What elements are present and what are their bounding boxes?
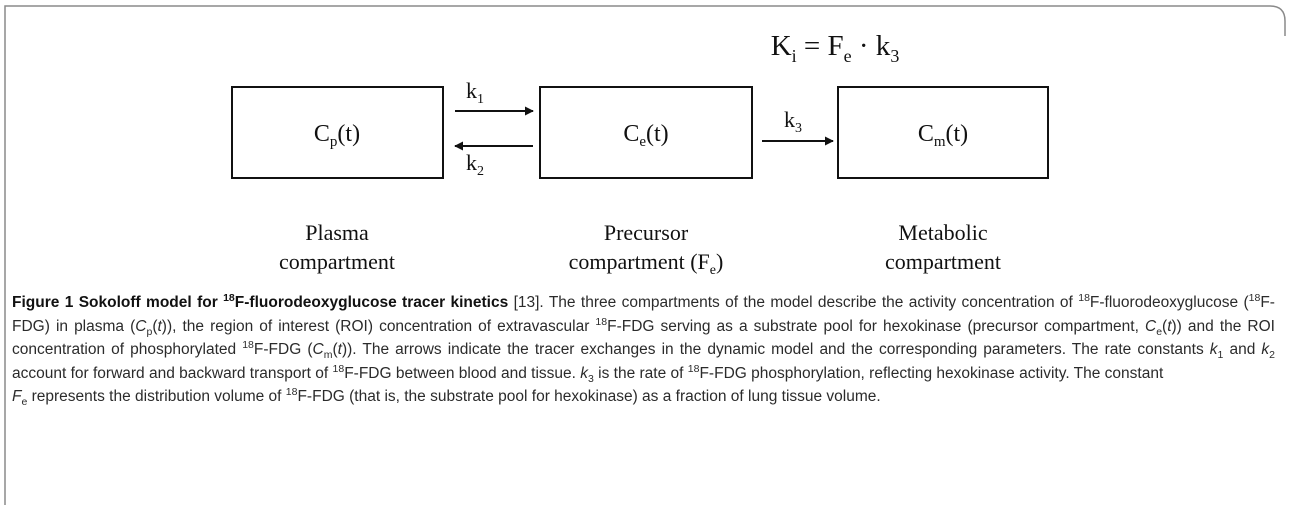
text: )). The arrows indicate the tracer excha…	[341, 341, 1210, 359]
text: C	[135, 317, 147, 335]
caption-title: Figure 1 Sokoloff model for 18F-fluorode…	[12, 291, 509, 311]
plasma-box	[231, 86, 444, 179]
text: 2	[1269, 349, 1275, 362]
text: 18	[595, 315, 608, 328]
text: )), the region of interest (ROI) concent…	[161, 317, 596, 335]
text: 18	[1078, 291, 1090, 304]
text: 2	[477, 164, 484, 179]
text: (	[332, 341, 338, 359]
compartment-label: Metabolic	[898, 220, 987, 245]
text: Figure 1 Sokoloff model for	[12, 294, 224, 311]
text: 18	[223, 291, 235, 304]
text: e	[1156, 325, 1163, 338]
text: [13]. The three compartments of the mode…	[508, 294, 1079, 311]
compartment-label: compartment	[885, 249, 1001, 274]
text: e	[21, 396, 28, 409]
text: compartment (F	[569, 249, 710, 274]
box-label: Cp(t)	[314, 121, 360, 150]
text: F-FDG phosphorylation, reflecting hexoki…	[699, 364, 1164, 382]
text: (t)	[946, 121, 969, 147]
text: · k	[852, 30, 891, 62]
figure-caption: Figure 1 Sokoloff model for 18F-fluorode…	[12, 291, 1275, 409]
text: k	[466, 150, 477, 175]
text: F-FDG serving as a substrate pool for he…	[607, 317, 1145, 335]
text: C	[918, 121, 934, 147]
text: k	[466, 78, 477, 103]
text: 18	[1248, 291, 1261, 304]
text: F-FDG between blood and tissue.	[344, 364, 581, 382]
text: 3	[795, 121, 802, 136]
text: F-fluorodeoxyglucose tracer kinetics	[234, 294, 509, 311]
text: C	[312, 341, 324, 359]
precursor-box	[539, 86, 753, 179]
text: account for forward and backward transpo…	[12, 364, 333, 382]
text: and	[1223, 341, 1262, 359]
text: t	[1167, 317, 1172, 335]
text: 1	[1217, 349, 1224, 362]
text: e	[710, 263, 716, 278]
text: t	[337, 341, 342, 359]
text: C	[1144, 317, 1157, 335]
text: e	[844, 46, 852, 66]
box-label: Ce(t)	[623, 121, 668, 150]
text: F-fluorodeoxyglucose (	[1089, 294, 1249, 311]
box-label: Cm(t)	[918, 121, 968, 150]
text: 18	[687, 362, 700, 375]
text: (	[152, 317, 158, 335]
text: C	[314, 121, 330, 147]
text: m	[934, 134, 946, 150]
rate-label: k1	[466, 78, 484, 107]
text: p	[330, 134, 338, 150]
text: 1	[477, 92, 484, 107]
text: represents the distribution volume of	[27, 388, 286, 406]
compartment-label: Precursor	[604, 220, 689, 245]
text: 18	[332, 362, 345, 375]
text: F	[12, 388, 22, 406]
text: C	[623, 121, 639, 147]
text: e	[639, 134, 646, 150]
text: 3	[588, 372, 594, 385]
compartment-label: compartment (Fe)	[569, 249, 724, 278]
text: )	[716, 249, 723, 274]
text: k	[1261, 341, 1270, 359]
text: k	[1209, 341, 1218, 359]
compartment-label: compartment	[279, 249, 395, 274]
text: p	[146, 325, 153, 338]
text: k	[784, 107, 795, 132]
text: )) and the ROI concentration of phosphor…	[12, 317, 1275, 359]
metabolic-box	[837, 86, 1049, 179]
text: K	[771, 30, 792, 62]
text: F-FDG (that is, the substrate pool for h…	[297, 388, 881, 406]
text: 3	[890, 46, 899, 66]
text: t	[157, 317, 162, 335]
text: m	[323, 349, 333, 362]
text: (t)	[337, 121, 360, 147]
figure-border	[4, 5, 1286, 505]
text: i	[792, 46, 797, 66]
text: (	[1162, 317, 1168, 335]
compartment-label: Plasma	[305, 220, 369, 245]
text: 18	[285, 386, 298, 399]
text: k	[580, 364, 589, 382]
rate-label: k2	[466, 150, 484, 179]
text: = F	[797, 30, 844, 62]
text: F-FDG) in plasma (	[12, 294, 1275, 335]
rate-label: k3	[784, 107, 802, 136]
text: 18	[242, 339, 254, 352]
text: is the rate of	[593, 364, 688, 382]
text: F-FDG (	[253, 341, 313, 359]
formula: Ki = Fe · k3	[771, 30, 900, 66]
text: (t)	[646, 121, 669, 147]
